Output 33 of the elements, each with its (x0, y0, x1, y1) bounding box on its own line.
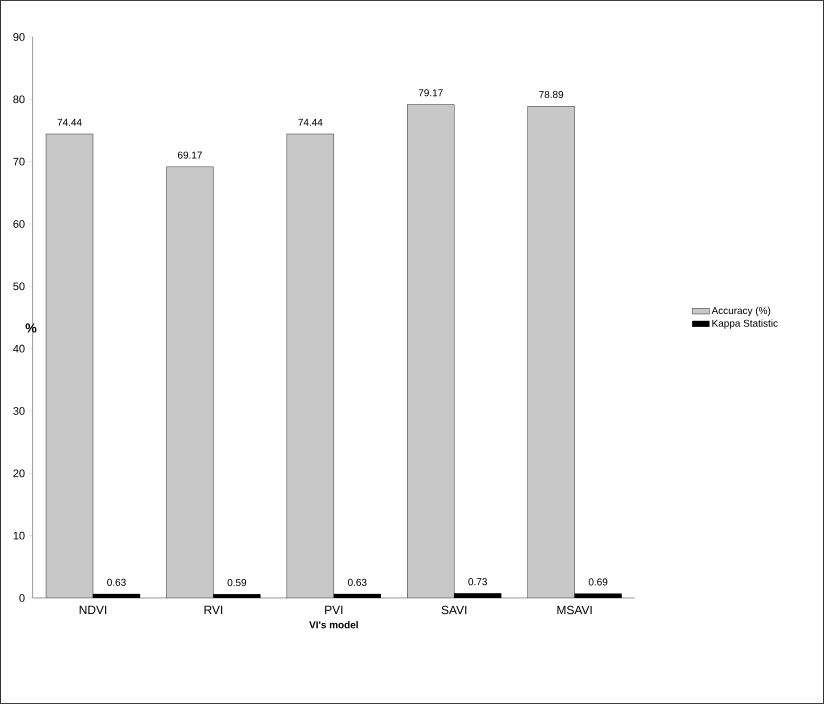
y-tick-label: 40 (13, 344, 25, 353)
y-tick-label: 80 (13, 95, 25, 104)
data-label: 74.44 (298, 118, 322, 126)
data-label: 78.89 (539, 90, 564, 98)
data-label: 0.63 (107, 578, 126, 586)
x-tick-label: NDVI (80, 606, 106, 614)
y-tick-label: 50 (13, 282, 25, 290)
y-tick-label: 0 (19, 594, 25, 602)
bar (407, 104, 454, 598)
y-tick-label: 20 (13, 469, 25, 478)
y-tick-label: 60 (13, 220, 25, 228)
y-tick-label: 30 (13, 407, 25, 415)
data-label: 79.17 (418, 89, 443, 96)
bar (286, 134, 334, 598)
data-label: 69.17 (178, 152, 202, 159)
data-label: 0.69 (588, 578, 608, 586)
y-tick-label: 70 (13, 158, 25, 166)
x-axis-title: VI's model (309, 621, 358, 628)
bar (46, 134, 94, 598)
data-label: 0.63 (348, 578, 367, 586)
x-tick-label: RVI (204, 606, 222, 614)
x-tick-label: PVI (325, 606, 342, 614)
x-tick-label: SAVI (442, 606, 466, 614)
data-label: 74.44 (58, 118, 82, 126)
legend-label: Kappa Statistic (712, 319, 778, 329)
data-label: 0.59 (228, 579, 246, 586)
y-tick-label: 90 (13, 33, 25, 41)
data-label: 0.73 (468, 578, 487, 586)
x-tick-label: MSAVI (557, 606, 592, 614)
legend-label: Accuracy (%) (712, 306, 770, 316)
y-tick-label: 10 (14, 532, 25, 540)
bar (166, 166, 214, 598)
bar (527, 106, 575, 598)
